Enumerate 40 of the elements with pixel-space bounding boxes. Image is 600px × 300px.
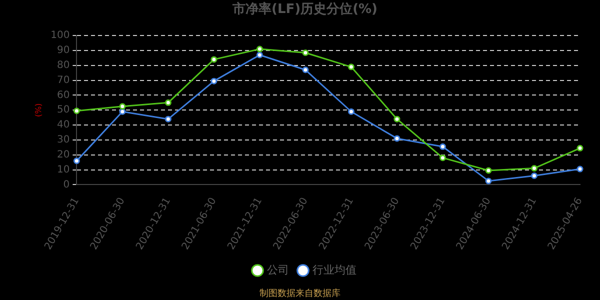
text: 制图数据来自数据库 <box>260 288 340 299</box>
y-axis-title: (%) <box>34 103 43 118</box>
point <box>256 46 263 52</box>
point <box>485 178 492 184</box>
point <box>164 116 172 122</box>
point <box>210 56 218 63</box>
point <box>256 52 263 58</box>
point <box>576 166 584 172</box>
point <box>485 167 492 174</box>
point <box>302 49 309 56</box>
y-tick-label: 60 <box>56 90 70 101</box>
point <box>439 154 446 162</box>
point <box>530 172 538 179</box>
point <box>73 158 80 164</box>
y-tick-label: 80 <box>56 60 70 72</box>
chart-title: 市净率(LF)历史分位(%) <box>232 1 378 18</box>
point <box>348 108 354 115</box>
legend-label: 行业均值 <box>312 263 356 276</box>
point <box>210 78 218 84</box>
y-tick-label: 10 <box>56 164 70 176</box>
y-tick-label: 30 <box>56 134 70 146</box>
legend-label: 公司 <box>267 263 289 276</box>
point <box>73 108 80 114</box>
point <box>119 108 126 115</box>
point <box>164 99 172 106</box>
point <box>576 144 584 152</box>
point <box>302 66 309 74</box>
y-tick-label: 100 <box>50 30 70 42</box>
point <box>394 116 400 122</box>
y-tick-label: 20 <box>56 149 70 160</box>
point <box>119 103 126 110</box>
y-tick-label: 90 <box>56 45 70 56</box>
y-tick-label: 50 <box>56 104 70 116</box>
point <box>394 135 400 142</box>
y-tick-label: 70 <box>56 74 70 86</box>
point <box>530 165 538 172</box>
y-tick-label: 0 <box>63 179 70 190</box>
point <box>348 64 354 70</box>
point <box>439 143 446 150</box>
y-tick-label: 40 <box>56 120 70 131</box>
